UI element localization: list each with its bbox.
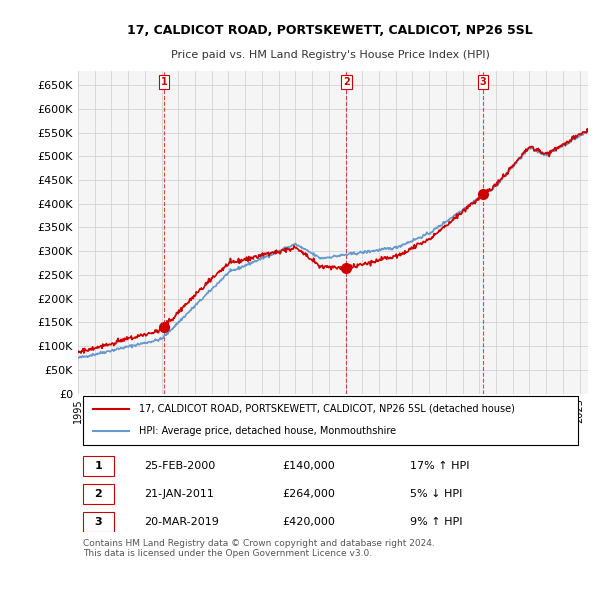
Text: 1: 1 [95, 461, 102, 471]
Text: Contains HM Land Registry data © Crown copyright and database right 2024.
This d: Contains HM Land Registry data © Crown c… [83, 539, 435, 558]
Text: 25-FEB-2000: 25-FEB-2000 [145, 461, 215, 471]
Text: 17, CALDICOT ROAD, PORTSKEWETT, CALDICOT, NP26 5SL: 17, CALDICOT ROAD, PORTSKEWETT, CALDICOT… [127, 24, 533, 37]
Text: 2: 2 [343, 77, 350, 87]
Text: 5% ↓ HPI: 5% ↓ HPI [409, 489, 462, 499]
Text: 2: 2 [95, 489, 102, 499]
Text: 17, CALDICOT ROAD, PORTSKEWETT, CALDICOT, NP26 5SL (detached house): 17, CALDICOT ROAD, PORTSKEWETT, CALDICOT… [139, 404, 515, 414]
FancyBboxPatch shape [83, 484, 114, 504]
FancyBboxPatch shape [83, 512, 114, 532]
Text: £140,000: £140,000 [282, 461, 335, 471]
FancyBboxPatch shape [83, 456, 114, 476]
Text: Price paid vs. HM Land Registry's House Price Index (HPI): Price paid vs. HM Land Registry's House … [170, 50, 490, 60]
Text: 3: 3 [479, 77, 487, 87]
Text: HPI: Average price, detached house, Monmouthshire: HPI: Average price, detached house, Monm… [139, 427, 397, 437]
Text: 9% ↑ HPI: 9% ↑ HPI [409, 517, 462, 527]
Text: £420,000: £420,000 [282, 517, 335, 527]
Text: 3: 3 [95, 517, 102, 527]
FancyBboxPatch shape [83, 396, 578, 445]
Text: 20-MAR-2019: 20-MAR-2019 [145, 517, 219, 527]
Text: 1: 1 [161, 77, 167, 87]
Text: £264,000: £264,000 [282, 489, 335, 499]
Text: 21-JAN-2011: 21-JAN-2011 [145, 489, 214, 499]
Text: 17% ↑ HPI: 17% ↑ HPI [409, 461, 469, 471]
